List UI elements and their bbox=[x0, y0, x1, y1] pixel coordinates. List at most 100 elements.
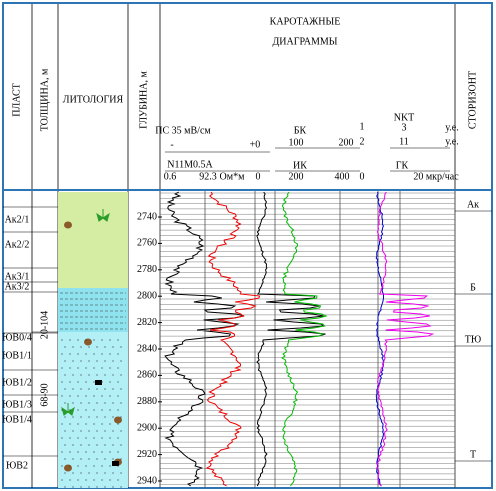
lithology-dot bbox=[120, 402, 122, 404]
lithology-dot bbox=[88, 416, 90, 418]
lithology-dot bbox=[72, 430, 74, 432]
lithology-dot bbox=[88, 346, 90, 348]
lithology-dot bbox=[109, 367, 111, 369]
scale-label: N11M0.5A bbox=[167, 159, 213, 170]
lithology-dot bbox=[80, 374, 82, 376]
lithology-dot bbox=[93, 451, 95, 453]
lithology-dot bbox=[117, 409, 119, 411]
lithology-dot bbox=[93, 339, 95, 341]
lithology-dot bbox=[120, 346, 122, 348]
horizon-label: Т bbox=[470, 449, 476, 460]
scale-label: 0 bbox=[360, 171, 365, 182]
lithology-dot bbox=[61, 409, 63, 411]
lithology-dot bbox=[104, 458, 106, 460]
lithology-dot bbox=[120, 360, 122, 362]
lithology-dot bbox=[72, 486, 74, 488]
depth-label: 2760 bbox=[137, 238, 157, 249]
lithology-dot bbox=[109, 353, 111, 355]
lithology-dot bbox=[85, 423, 87, 425]
curve bbox=[256, 191, 326, 487]
scale-label: 200 bbox=[339, 137, 354, 148]
lithology-dot bbox=[85, 395, 87, 397]
lithology-dot bbox=[117, 395, 119, 397]
lithology-dot bbox=[117, 353, 119, 355]
lithology-dot bbox=[101, 339, 103, 341]
lithology-dot bbox=[88, 402, 90, 404]
lithology-dot bbox=[109, 395, 111, 397]
lithology-dot bbox=[77, 339, 79, 341]
layer-label: ЮВ1/3 bbox=[2, 399, 32, 410]
lithology-dot bbox=[101, 381, 103, 383]
lithology-dot bbox=[77, 451, 79, 453]
lithology-dot bbox=[93, 423, 95, 425]
lithology-dot bbox=[61, 451, 63, 453]
lithology-dot bbox=[77, 381, 79, 383]
title: КАРОТАЖНЫЕ bbox=[270, 16, 341, 27]
lithology-dot bbox=[101, 395, 103, 397]
lithology-dot bbox=[96, 374, 98, 376]
lithology-dot bbox=[96, 402, 98, 404]
lithology-dot bbox=[112, 360, 114, 362]
lithology-dot bbox=[85, 367, 87, 369]
scale-label: 0.6 bbox=[164, 171, 177, 182]
lithology-dot bbox=[112, 472, 114, 474]
lithology-dot bbox=[85, 381, 87, 383]
depth-label: 2780 bbox=[137, 264, 157, 275]
lithology-dot bbox=[85, 409, 87, 411]
lithology-dot bbox=[80, 430, 82, 432]
scale-label: +0 bbox=[250, 139, 261, 150]
lithology-dot bbox=[112, 402, 114, 404]
scale-label: - bbox=[170, 139, 173, 150]
depth-label: 2880 bbox=[137, 396, 157, 407]
lithology-dot bbox=[104, 388, 106, 390]
lithology-dot bbox=[61, 367, 63, 369]
lithology-dot bbox=[72, 360, 74, 362]
depth-label: 2800 bbox=[137, 290, 157, 301]
lithology-dot bbox=[117, 423, 119, 425]
lithology-symbol bbox=[112, 461, 119, 466]
lithology-dot bbox=[109, 479, 111, 481]
column-header: ТОЛЩИНА, м bbox=[39, 68, 50, 131]
lithology-dot bbox=[117, 437, 119, 439]
lithology-dot bbox=[61, 353, 63, 355]
lithology-dot bbox=[61, 381, 63, 383]
lithology-dot bbox=[88, 486, 90, 488]
depth-label: 2740 bbox=[137, 211, 157, 222]
lithology-dot bbox=[77, 353, 79, 355]
lithology-dot bbox=[101, 423, 103, 425]
layer-label: Ак2/2 bbox=[5, 239, 30, 250]
lithology-dot bbox=[109, 451, 111, 453]
scale-label: у.е. bbox=[445, 136, 458, 147]
lithology-dot bbox=[77, 395, 79, 397]
lithology-dot bbox=[112, 430, 114, 432]
scale-label: БК bbox=[294, 125, 307, 136]
lithology-dot bbox=[104, 360, 106, 362]
depth-label: 2900 bbox=[137, 422, 157, 433]
lithology-dot bbox=[72, 458, 74, 460]
scale-label: Ом*м bbox=[220, 171, 246, 182]
lithology-dot bbox=[93, 353, 95, 355]
scale-label: 2 bbox=[360, 136, 365, 147]
lithology-dot bbox=[101, 437, 103, 439]
lithology-symbol bbox=[61, 403, 75, 416]
lithology-dot bbox=[69, 423, 71, 425]
scale-label: 11 bbox=[399, 136, 409, 147]
lithology-dot bbox=[104, 374, 106, 376]
lithology-dot bbox=[101, 479, 103, 481]
lithology-dot bbox=[64, 486, 66, 488]
lithology-dot bbox=[64, 472, 66, 474]
lithology-dot bbox=[80, 458, 82, 460]
lithology-dot bbox=[109, 409, 111, 411]
column-header: СТОРИЗОНТ bbox=[467, 71, 478, 129]
lithology-dot bbox=[85, 465, 87, 467]
lithology-dot bbox=[120, 472, 122, 474]
lithology-dot bbox=[72, 416, 74, 418]
lithology-dot bbox=[77, 465, 79, 467]
scale-label: 200 bbox=[289, 171, 304, 182]
thickness-label: 20-104 bbox=[39, 311, 50, 339]
lithology-dot bbox=[120, 374, 122, 376]
thickness-label: 68-90 bbox=[39, 383, 50, 406]
lithology-dot bbox=[88, 444, 90, 446]
lithology-dot bbox=[93, 395, 95, 397]
